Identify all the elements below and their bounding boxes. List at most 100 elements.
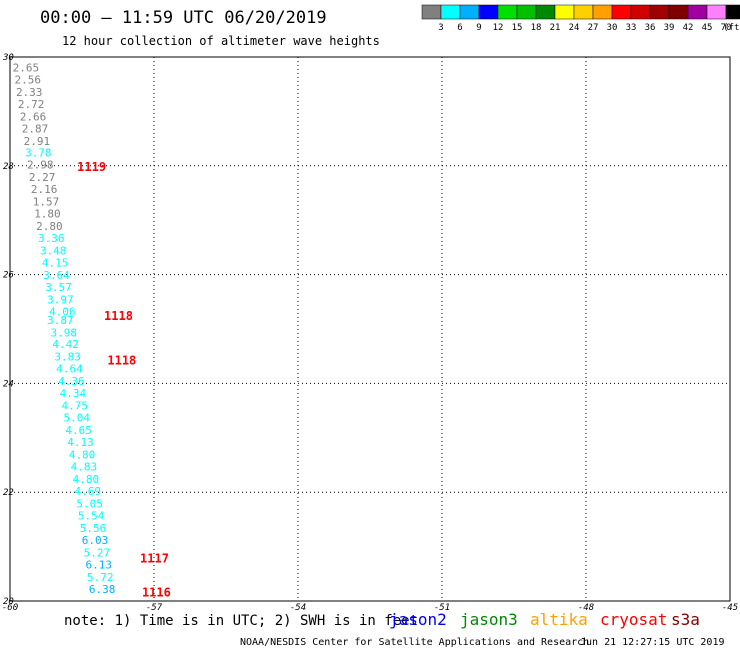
wave-height-value: 5.54 bbox=[78, 510, 105, 523]
lat-tick-label: 28 bbox=[3, 162, 14, 172]
satellite-legend-jason3: jason3 bbox=[460, 610, 518, 629]
wave-height-value: 3.97 bbox=[47, 294, 74, 307]
wave-height-value: 2.98 bbox=[27, 159, 54, 172]
wave-height-value: 3.48 bbox=[40, 245, 67, 258]
pass-number-label: 1117 bbox=[140, 552, 169, 566]
lon-tick-label: -48 bbox=[578, 603, 594, 613]
wave-height-value: 2.66 bbox=[20, 110, 47, 123]
wave-height-value: 4.80 bbox=[69, 449, 96, 462]
wave-height-value: 5.56 bbox=[80, 522, 107, 535]
wave-height-value: 6.03 bbox=[82, 534, 109, 547]
legend-label: 12 bbox=[493, 23, 504, 33]
legend-swatch bbox=[611, 4, 632, 20]
footer-credit: NOAA/NESDIS Center for Satellite Applica… bbox=[240, 637, 589, 648]
wave-height-value: 4.36 bbox=[58, 375, 85, 388]
legend-label: 24 bbox=[569, 23, 580, 33]
wave-height-value: 1.80 bbox=[34, 208, 61, 221]
pass-number-label: 1118 bbox=[104, 309, 133, 323]
wave-height-value: 2.33 bbox=[16, 86, 43, 99]
legend-swatch bbox=[535, 4, 556, 20]
legend-label: 39 bbox=[664, 23, 675, 33]
wave-height-value: 3.64 bbox=[43, 269, 70, 282]
wave-height-value: 5.72 bbox=[87, 571, 114, 584]
wave-height-value: 3.83 bbox=[54, 351, 81, 364]
wave-height-value: 2.80 bbox=[36, 220, 63, 233]
lat-tick-label: 24 bbox=[3, 379, 14, 389]
map-frame bbox=[9, 56, 731, 602]
legend-swatch bbox=[459, 4, 480, 20]
wave-height-value: 3.36 bbox=[38, 232, 65, 245]
legend-swatch bbox=[630, 4, 651, 20]
lat-tick-label: 30 bbox=[2, 53, 14, 63]
wave-height-value: 4.34 bbox=[60, 387, 87, 400]
legend-label: 33 bbox=[626, 23, 637, 33]
lat-tick-label: 22 bbox=[3, 488, 14, 498]
legend-label: 27 bbox=[588, 23, 599, 33]
lon-tick-label: -54 bbox=[290, 603, 306, 613]
wave-height-value: 4.75 bbox=[62, 400, 89, 413]
wave-height-value: 2.87 bbox=[22, 122, 49, 135]
satellite-legend-jason2: jason2 bbox=[389, 610, 447, 629]
wave-height-value: 3.98 bbox=[51, 326, 78, 339]
wave-height-value: 4.42 bbox=[52, 338, 79, 351]
wave-height-value: 4.64 bbox=[56, 363, 83, 376]
lat-tick-label: 20 bbox=[3, 597, 14, 607]
wave-height-value: 4.06 bbox=[49, 306, 76, 319]
wave-height-value: 2.27 bbox=[29, 171, 56, 184]
wave-height-value: 2.72 bbox=[18, 98, 45, 111]
wave-height-value: 5.04 bbox=[63, 412, 90, 425]
legend-swatch bbox=[440, 4, 461, 20]
wave-height-value: 4.13 bbox=[67, 436, 94, 449]
wave-height-value: 2.91 bbox=[24, 135, 51, 148]
map-subtitle: 12 hour collection of altimeter wave hei… bbox=[62, 34, 380, 48]
wave-height-value: 4.80 bbox=[73, 473, 100, 486]
wave-height-value: 6.13 bbox=[86, 559, 113, 572]
wave-height-value: 6.38 bbox=[89, 583, 116, 596]
legend-label: 15 bbox=[512, 23, 523, 33]
wave-height-observations: 2.652.562.332.722.662.872.913.782.982.27… bbox=[13, 61, 116, 596]
satellite-legend-altika: altika bbox=[530, 610, 588, 629]
legend-unit: (ft) bbox=[723, 23, 740, 33]
lon-tick-label: -51 bbox=[434, 603, 450, 613]
lon-tick-label: -60 bbox=[2, 603, 18, 613]
wave-height-value: 1.57 bbox=[33, 196, 60, 209]
satellite-legend-s3a: s3a bbox=[671, 610, 700, 629]
legend-label: 18 bbox=[531, 23, 542, 33]
legend-swatch bbox=[668, 4, 689, 20]
legend-label: 42 bbox=[683, 23, 694, 33]
pass-number-labels: 1119 1118 1118 1117 1116 bbox=[77, 160, 171, 599]
lon-tick-label: -45 bbox=[722, 603, 738, 613]
legend-swatch bbox=[592, 4, 613, 20]
legend-swatch bbox=[687, 4, 708, 20]
legend-label: 6 bbox=[457, 23, 462, 33]
map-plot-area: -60 -57 -54 -51 -48 -45 20 22 24 26 28 30 2.652.56… bbox=[2, 53, 738, 613]
wave-height-value: 5.05 bbox=[76, 498, 103, 511]
latitude-tick-labels: 20 22 24 26 28 30 bbox=[2, 53, 14, 607]
wave-height-value: 4.65 bbox=[65, 424, 92, 437]
lon-tick-label: -57 bbox=[146, 603, 163, 613]
legend-label: 70 bbox=[721, 23, 732, 33]
wave-height-value: 3.57 bbox=[45, 281, 72, 294]
legend-swatch bbox=[554, 4, 575, 20]
legend-label: 21 bbox=[550, 23, 561, 33]
wave-height-value: 2.65 bbox=[13, 61, 40, 74]
legend-label: 30 bbox=[607, 23, 618, 33]
legend-swatch bbox=[516, 4, 537, 20]
legend-swatch bbox=[497, 4, 518, 20]
lat-tick-label: 26 bbox=[3, 271, 14, 281]
legend-label: 9 bbox=[476, 23, 481, 33]
longitude-tick-labels: -60 -57 -54 -51 -48 -45 bbox=[2, 603, 738, 613]
legend-swatch bbox=[573, 4, 594, 20]
legend-label: 36 bbox=[645, 23, 656, 33]
map-title: 00:00 – 11:59 UTC 06/20/2019 bbox=[40, 8, 327, 28]
wave-height-value: 2.56 bbox=[15, 73, 42, 86]
pass-number-label: 1119 bbox=[77, 160, 106, 174]
footer-note: note: 1) Time is in UTC; 2) SWH is in fe… bbox=[64, 613, 418, 629]
legend-swatch bbox=[706, 4, 727, 20]
satellite-legend-cryosat: cryosat bbox=[600, 610, 667, 629]
legend-label: 3 bbox=[438, 23, 443, 33]
gridlines bbox=[10, 57, 730, 601]
satellite-legend: jason2 jason3 altika cryosat s3a bbox=[389, 610, 700, 629]
